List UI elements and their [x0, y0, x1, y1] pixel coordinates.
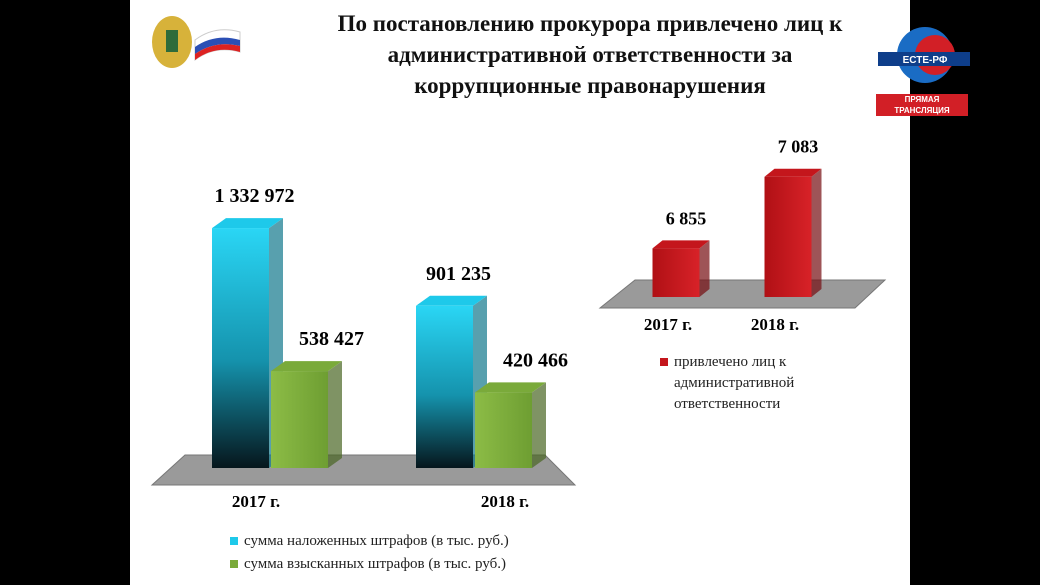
data-label: 7 083	[778, 137, 819, 157]
bar	[212, 228, 269, 468]
legend-marker	[660, 358, 668, 366]
bar-side	[699, 240, 710, 297]
bar-top	[271, 361, 342, 372]
bar	[475, 392, 532, 468]
bar-top	[652, 240, 710, 249]
channel-name: ЕСТЕ-РФ	[902, 55, 948, 66]
legend-label: привлечено лиц к административной ответс…	[674, 354, 795, 412]
data-label: 1 332 972	[215, 185, 295, 207]
legend-marker	[230, 560, 238, 568]
x-tick-label: 2018 г.	[751, 315, 799, 334]
x-tick-label: 2017 г.	[232, 492, 280, 511]
legend-label: сумма наложенных штрафов (в тыс. руб.)	[244, 533, 509, 549]
bar	[416, 305, 473, 468]
data-label: 6 855	[666, 208, 707, 228]
bar	[652, 248, 700, 297]
bar-top	[416, 295, 487, 306]
bar	[271, 371, 328, 468]
bar-side	[532, 382, 546, 468]
bar-top	[475, 382, 546, 393]
emblem	[152, 16, 241, 68]
channel-status: ПРЯМАЯ ТРАНСЛЯЦИЯ	[876, 94, 968, 116]
data-label: 420 466	[503, 349, 568, 371]
legend-marker	[230, 537, 238, 545]
slide-title: По постановлению прокурора привлечено ли…	[337, 11, 843, 98]
channel-logo	[878, 27, 970, 83]
floor	[598, 279, 887, 309]
x-tick-label: 2017 г.	[644, 315, 692, 334]
bar	[764, 176, 812, 297]
x-tick-label: 2018 г.	[481, 492, 529, 511]
data-label: 901 235	[426, 263, 491, 285]
bar-top	[212, 218, 283, 229]
bar-side	[328, 361, 342, 468]
bar-side	[811, 168, 822, 297]
data-label: 538 427	[299, 328, 364, 350]
bar-top	[764, 168, 822, 177]
legend-label: сумма взысканных штрафов (в тыс. руб.)	[244, 556, 506, 572]
